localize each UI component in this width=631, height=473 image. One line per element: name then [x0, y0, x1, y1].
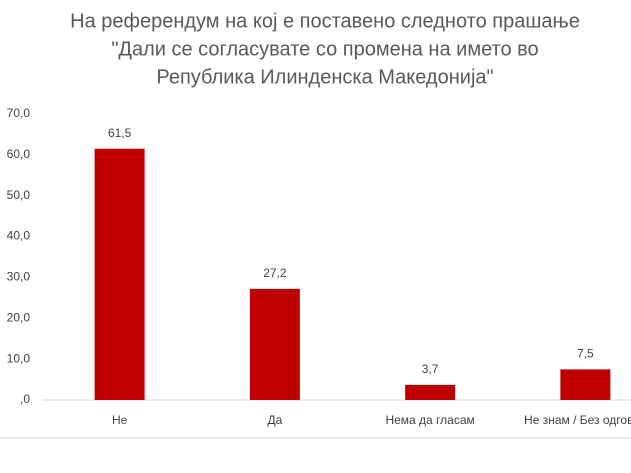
y-tick-label: 40,0 [7, 229, 31, 243]
y-tick-label: 50,0 [7, 188, 31, 202]
data-label: 27,2 [263, 266, 287, 280]
y-tick-label: 60,0 [7, 147, 31, 161]
y-tick-label: 10,0 [7, 351, 31, 365]
chart-title: Република Илинденска Македонија" [156, 66, 493, 88]
y-tick-label: 20,0 [7, 310, 31, 324]
x-tick-label: Не [112, 413, 128, 427]
bar [94, 148, 145, 400]
y-tick-label: 70,0 [7, 106, 31, 120]
x-tick-label: Нема да гласам [385, 413, 474, 427]
x-tick-label: Не знам / Без одговор [524, 413, 631, 427]
data-label: 61,5 [108, 126, 132, 140]
bar [560, 369, 611, 400]
x-tick-label: Да [267, 413, 282, 427]
y-tick-label: ,0 [20, 392, 30, 406]
y-tick-label: 30,0 [7, 270, 31, 284]
bar [249, 288, 300, 400]
data-label: 3,7 [422, 362, 439, 376]
bar [405, 384, 456, 400]
data-label: 7,5 [577, 347, 594, 361]
chart-title: "Дали се согласувате со промена на името… [111, 38, 538, 60]
chart-title: На референдум на кој е поставено следнот… [70, 10, 580, 32]
